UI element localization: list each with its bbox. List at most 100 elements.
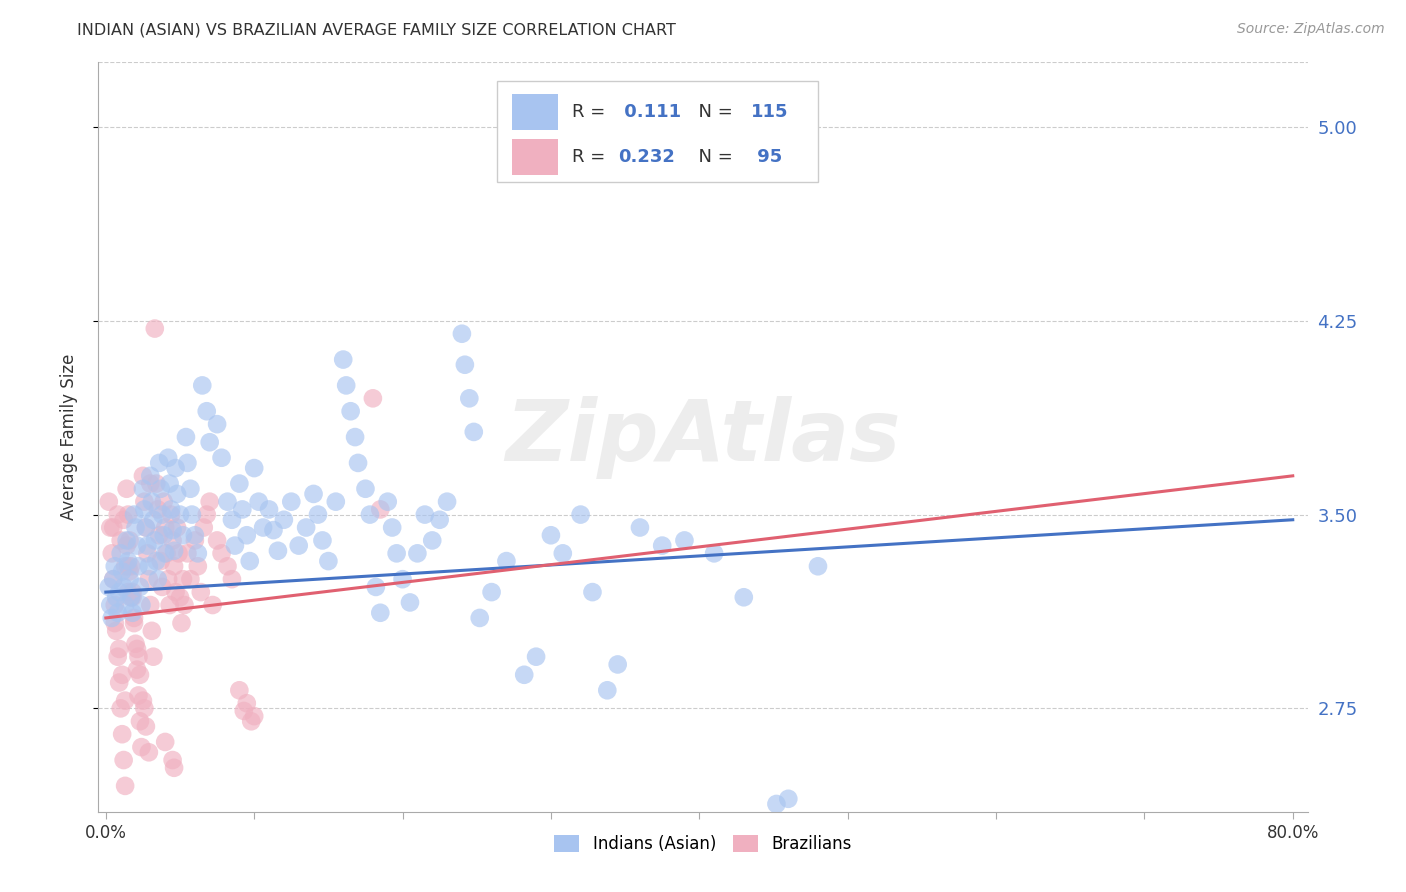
Point xyxy=(193,520,215,534)
Point xyxy=(295,520,318,534)
Point xyxy=(136,546,159,560)
Point xyxy=(132,482,155,496)
Point xyxy=(117,559,139,574)
Point xyxy=(127,559,149,574)
Point xyxy=(335,378,357,392)
Point xyxy=(107,649,129,664)
Point xyxy=(132,468,155,483)
Point xyxy=(198,435,221,450)
Point xyxy=(115,539,138,553)
Point xyxy=(103,520,125,534)
Point xyxy=(156,546,179,560)
Point xyxy=(134,502,156,516)
Point xyxy=(169,508,191,522)
Point xyxy=(385,546,408,560)
Point xyxy=(150,580,173,594)
Text: 0.111: 0.111 xyxy=(619,103,682,120)
Point xyxy=(429,513,451,527)
Point xyxy=(146,502,169,516)
Point xyxy=(228,683,250,698)
Point xyxy=(307,508,329,522)
Point xyxy=(152,494,174,508)
Point xyxy=(120,591,142,605)
Point xyxy=(162,533,184,548)
Point xyxy=(114,598,136,612)
Point xyxy=(247,494,270,508)
Point xyxy=(139,598,162,612)
Point xyxy=(267,543,290,558)
Point xyxy=(146,572,169,586)
Point xyxy=(166,520,188,534)
Point xyxy=(180,508,202,522)
Point xyxy=(124,637,146,651)
Point xyxy=(152,528,174,542)
Point xyxy=(105,591,128,605)
Point xyxy=(513,667,536,681)
Point xyxy=(125,642,148,657)
Point xyxy=(115,482,138,496)
Point xyxy=(134,494,156,508)
Point xyxy=(138,559,160,574)
Point xyxy=(157,450,180,465)
Point xyxy=(239,554,262,568)
Point xyxy=(748,120,770,134)
Point xyxy=(221,513,243,527)
Point xyxy=(166,487,188,501)
Point xyxy=(359,508,381,522)
Point xyxy=(122,616,145,631)
Point xyxy=(703,546,725,560)
Point xyxy=(165,585,187,599)
Point xyxy=(198,494,221,508)
Point xyxy=(110,533,132,548)
Point xyxy=(228,476,250,491)
Point xyxy=(120,559,142,574)
Point xyxy=(127,649,149,664)
Point xyxy=(458,392,481,406)
Point xyxy=(105,624,128,638)
Point xyxy=(162,753,184,767)
Point xyxy=(148,456,170,470)
Point xyxy=(311,533,333,548)
Point xyxy=(104,616,127,631)
Text: N =: N = xyxy=(688,103,738,120)
Point xyxy=(302,487,325,501)
Point xyxy=(110,546,132,560)
Point xyxy=(252,520,274,534)
Point xyxy=(112,580,135,594)
Point xyxy=(217,494,239,508)
Point xyxy=(135,719,157,733)
Point xyxy=(263,523,285,537)
Point xyxy=(540,528,562,542)
Point xyxy=(463,425,485,439)
Point xyxy=(131,740,153,755)
Point xyxy=(149,554,172,568)
Point xyxy=(143,533,166,548)
Point xyxy=(136,539,159,553)
Point xyxy=(98,598,121,612)
Point xyxy=(381,520,404,534)
Point xyxy=(468,611,491,625)
Point xyxy=(778,792,800,806)
Text: 95: 95 xyxy=(751,148,783,166)
Point xyxy=(145,476,167,491)
Point xyxy=(187,559,209,574)
Point xyxy=(179,572,201,586)
Point xyxy=(108,675,131,690)
Point xyxy=(332,352,354,367)
Point xyxy=(159,476,181,491)
Point xyxy=(217,559,239,574)
Bar xyxy=(512,139,558,175)
Y-axis label: Average Family Size: Average Family Size xyxy=(59,354,77,520)
Point xyxy=(339,404,361,418)
Point xyxy=(318,554,340,568)
Point xyxy=(112,753,135,767)
Point xyxy=(551,546,574,560)
Point xyxy=(149,482,172,496)
Point xyxy=(240,714,263,729)
Point xyxy=(596,683,619,698)
Point xyxy=(364,580,387,594)
Point xyxy=(236,696,259,710)
Point xyxy=(117,554,139,568)
Point xyxy=(118,572,141,586)
Point xyxy=(121,585,143,599)
